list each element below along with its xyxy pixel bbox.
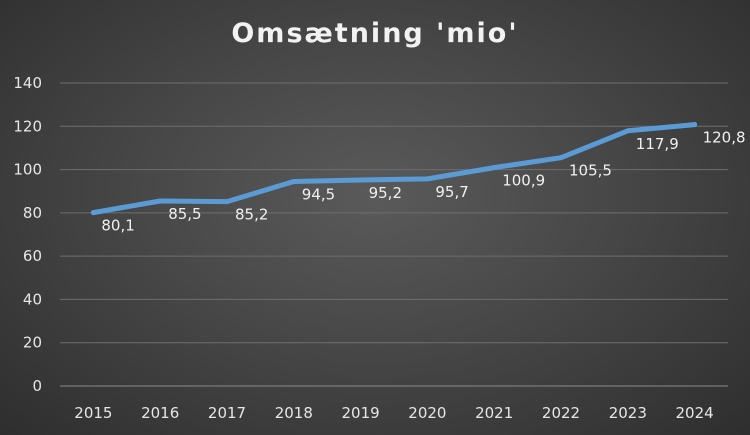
data-label: 85,5 — [168, 205, 201, 223]
x-tick-label: 2021 — [475, 404, 513, 422]
data-point — [625, 128, 631, 134]
data-point — [224, 199, 230, 205]
data-label: 117,9 — [636, 135, 679, 153]
y-tick-label: 60 — [23, 247, 42, 265]
y-tick-label: 0 — [32, 377, 42, 395]
data-label: 95,2 — [369, 184, 402, 202]
data-point — [692, 122, 698, 128]
gridlines — [60, 82, 728, 387]
x-tick-label: 2015 — [74, 404, 112, 422]
data-point — [358, 177, 364, 183]
data-label: 105,5 — [569, 162, 612, 180]
data-labels: 80,1 85,5 85,2 94,5 95,2 95,7 100,9 105,5 117,9 1… — [101, 129, 745, 235]
x-axis-ticks: 2015 2016 2017 2018 2019 2020 2021 2022 2023 2024 — [74, 404, 713, 422]
x-tick-label: 2020 — [408, 404, 446, 422]
chart-title: Omsætning 'mio' — [231, 18, 519, 49]
data-label: 85,2 — [235, 206, 268, 224]
data-label: 100,9 — [502, 172, 545, 190]
x-tick-label: 2018 — [275, 404, 313, 422]
y-axis-ticks: 0 20 40 60 80 100 120 140 — [13, 74, 42, 395]
data-point — [424, 176, 430, 182]
data-label: 120,8 — [703, 129, 746, 147]
data-label: 80,1 — [101, 217, 134, 235]
data-label: 94,5 — [302, 185, 335, 203]
data-point — [491, 165, 497, 171]
data-point — [157, 198, 163, 204]
series-line-group — [90, 122, 698, 216]
data-point — [558, 155, 564, 161]
x-tick-label: 2022 — [542, 404, 580, 422]
data-label: 95,7 — [435, 183, 468, 201]
y-tick-label: 140 — [13, 74, 42, 92]
y-tick-label: 120 — [13, 117, 42, 135]
series-line — [90, 122, 698, 216]
x-tick-label: 2023 — [609, 404, 647, 422]
data-point — [291, 178, 297, 184]
y-tick-label: 100 — [13, 161, 42, 179]
y-tick-label: 80 — [23, 204, 42, 222]
x-tick-label: 2024 — [676, 404, 714, 422]
y-tick-label: 40 — [23, 290, 42, 308]
y-tick-label: 20 — [23, 334, 42, 352]
x-tick-label: 2016 — [141, 404, 179, 422]
x-tick-label: 2017 — [208, 404, 246, 422]
x-tick-label: 2019 — [342, 404, 380, 422]
data-point — [90, 210, 96, 216]
